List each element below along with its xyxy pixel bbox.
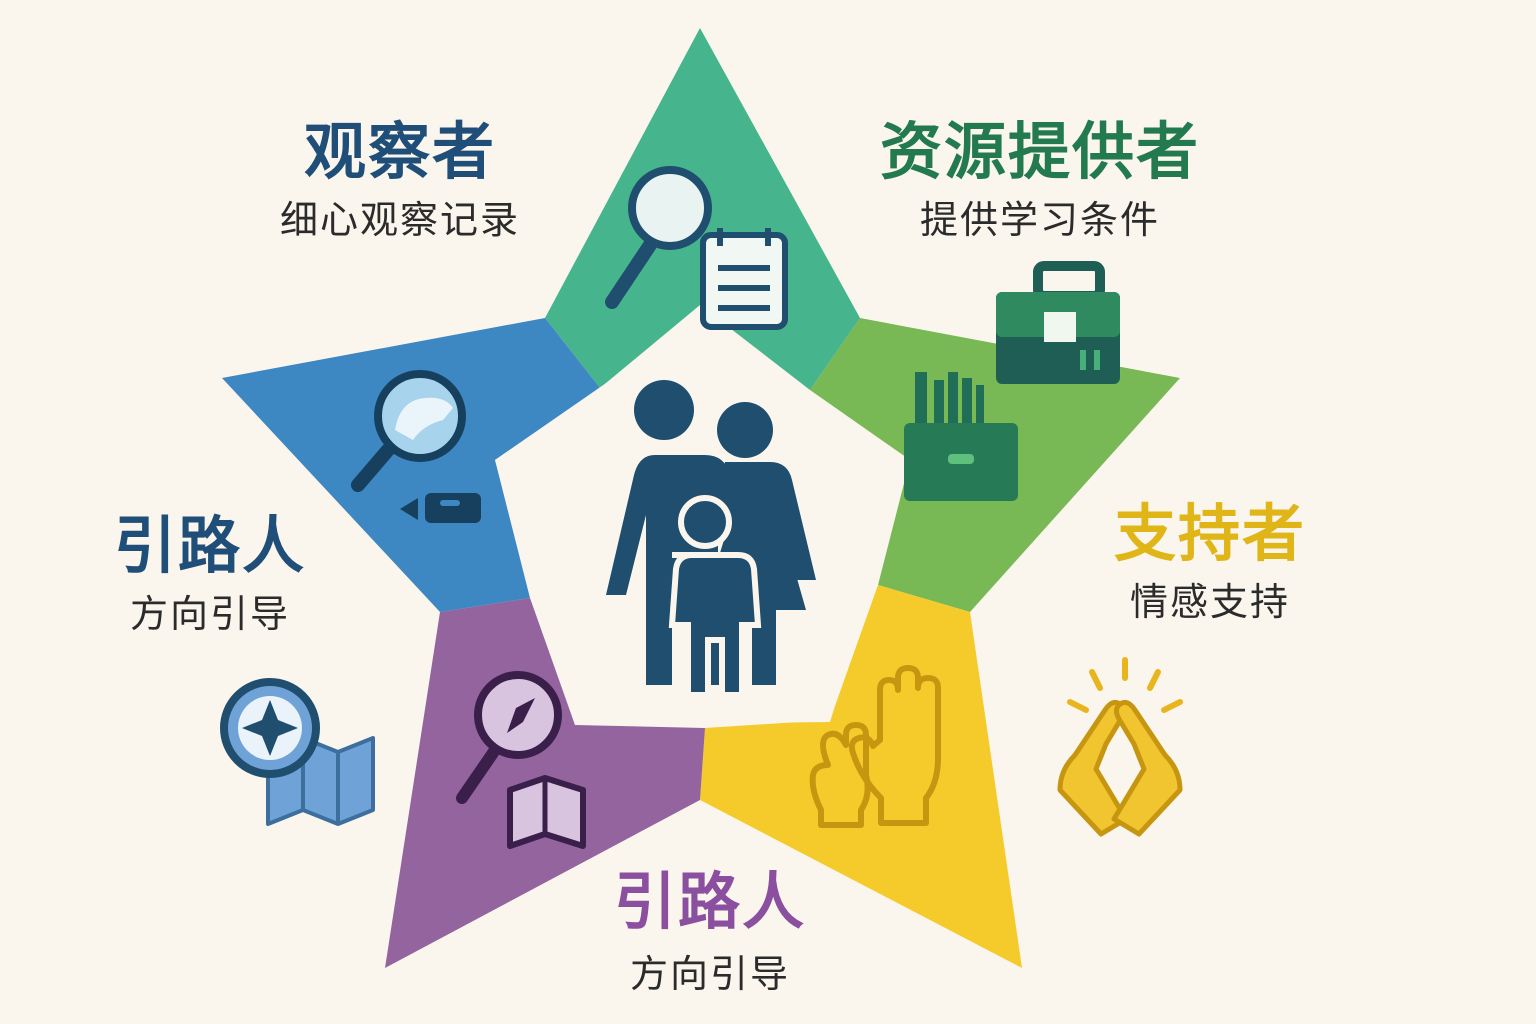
role-supporter: 支持者 情感支持 <box>1090 497 1330 625</box>
family-icon <box>606 380 816 698</box>
magnifier-pencil-icon <box>351 370 481 523</box>
role-guide-left-title: 引路人 <box>113 509 306 582</box>
role-guide-left: 引路人 方向引导 <box>90 509 330 637</box>
role-provider-subtitle: 提供学习条件 <box>919 198 1160 243</box>
toolbox-pencil-cup-icon <box>904 261 1120 501</box>
role-guide-bottom-subtitle: 方向引导 <box>629 952 790 997</box>
role-guide-bottom-title: 引路人 <box>613 865 806 938</box>
role-supporter-title: 支持者 <box>1113 497 1306 570</box>
role-provider-title: 资源提供者 <box>879 115 1200 188</box>
role-observer: 观察者 细心观察记录 <box>240 115 560 243</box>
compass-book-icon <box>456 671 586 849</box>
compass-map-icon <box>220 678 375 826</box>
magnifier-notepad-icon <box>605 166 788 330</box>
role-guide-left-subtitle: 方向引导 <box>129 592 290 637</box>
role-observer-title: 观察者 <box>303 115 496 188</box>
star-segment-left <box>222 318 600 612</box>
high-five-icon <box>1057 657 1183 837</box>
raised-hands-icon <box>809 665 941 828</box>
role-provider: 资源提供者 提供学习条件 <box>860 115 1220 243</box>
role-supporter-subtitle: 情感支持 <box>1129 580 1290 625</box>
role-observer-subtitle: 细心观察记录 <box>279 198 520 243</box>
role-guide-bottom: 引路人 方向引导 <box>560 865 860 997</box>
